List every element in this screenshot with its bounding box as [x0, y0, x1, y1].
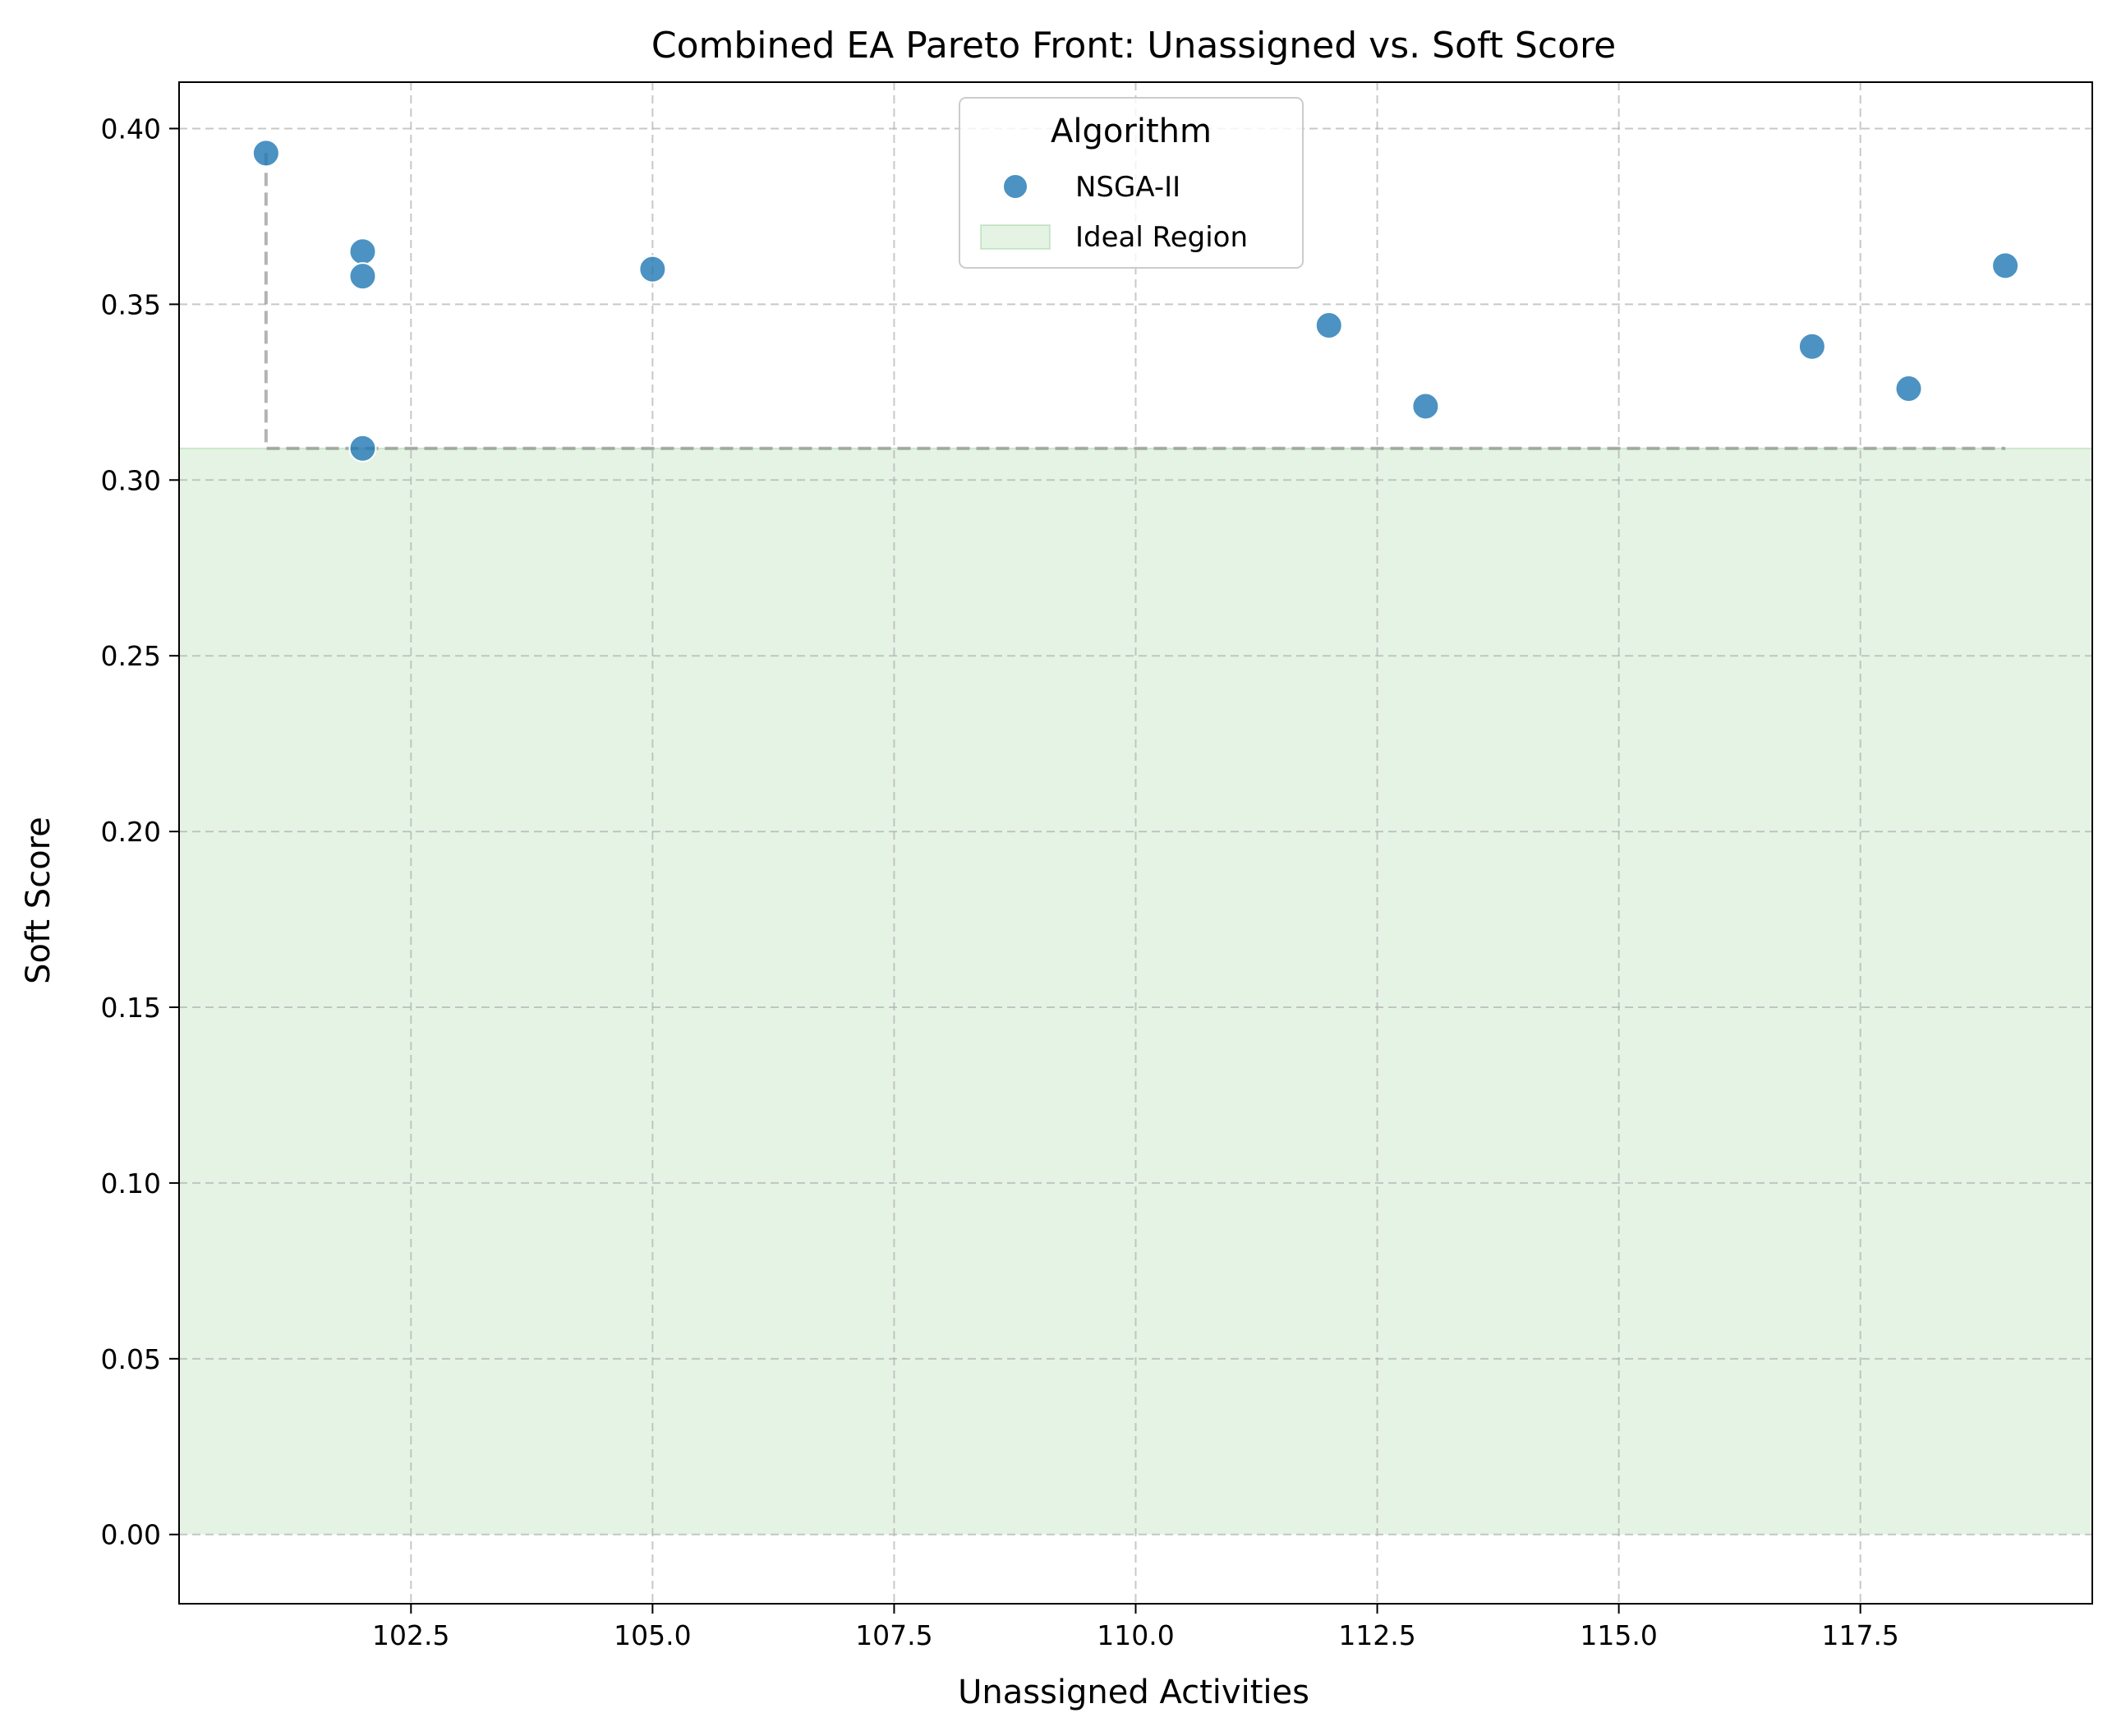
data-point [638, 255, 667, 283]
data-point [348, 237, 377, 266]
grid-layer [179, 82, 2092, 1604]
legend: Algorithm NSGA-II Ideal Region [959, 97, 1304, 269]
data-point [348, 434, 377, 463]
x-tick-label: 105.0 [614, 1619, 691, 1651]
x-tick-label: 112.5 [1338, 1619, 1415, 1651]
data-point [1991, 251, 2020, 280]
points-layer [251, 139, 2020, 463]
legend-ideal-region-label: Ideal Region [1075, 221, 1248, 254]
y-axis-ticks: 0.00 0.05 0.10 0.15 0.20 0.25 0.30 0.35 0.40 [101, 113, 179, 1551]
y-tick-label: 0.35 [101, 288, 161, 320]
chart-title: Combined EA Pareto Front: Unassigned vs.… [651, 25, 1616, 67]
x-axis-ticks: 102.5 105.0 107.5 110.0 112.5 115.0 117.5 [372, 1604, 1899, 1651]
y-tick-label: 0.20 [101, 816, 161, 848]
x-tick-label: 115.0 [1580, 1619, 1657, 1651]
y-tick-label: 0.25 [101, 640, 161, 672]
data-point [1797, 332, 1826, 361]
data-point [251, 139, 280, 168]
data-point [1314, 311, 1343, 340]
pareto-front-line [264, 153, 2006, 450]
data-point [348, 262, 377, 291]
x-axis-label: Unassigned Activities [958, 1674, 1309, 1711]
pareto-front-layer [264, 153, 2006, 450]
x-tick-label: 107.5 [855, 1619, 932, 1651]
y-tick-label: 0.30 [101, 464, 161, 496]
y-tick-label: 0.40 [101, 113, 161, 145]
y-tick-label: 0.05 [101, 1343, 161, 1375]
legend-box [959, 97, 1304, 269]
x-tick-label: 117.5 [1821, 1619, 1898, 1651]
y-axis-label: Soft Score [20, 817, 58, 984]
x-tick-label: 110.0 [1097, 1619, 1174, 1651]
y-tick-label: 0.10 [101, 1167, 161, 1200]
legend-nsga-ii-label: NSGA-II [1075, 171, 1180, 204]
legend-title: Algorithm [1051, 113, 1212, 150]
legend-ideal-region-swatch [980, 224, 1051, 250]
data-point [1411, 392, 1440, 421]
y-tick-label: 0.00 [101, 1519, 161, 1551]
y-tick-label: 0.15 [101, 992, 161, 1024]
legend-nsga-ii-marker [1002, 173, 1028, 200]
x-tick-label: 102.5 [372, 1619, 449, 1651]
data-point [1894, 375, 1923, 403]
